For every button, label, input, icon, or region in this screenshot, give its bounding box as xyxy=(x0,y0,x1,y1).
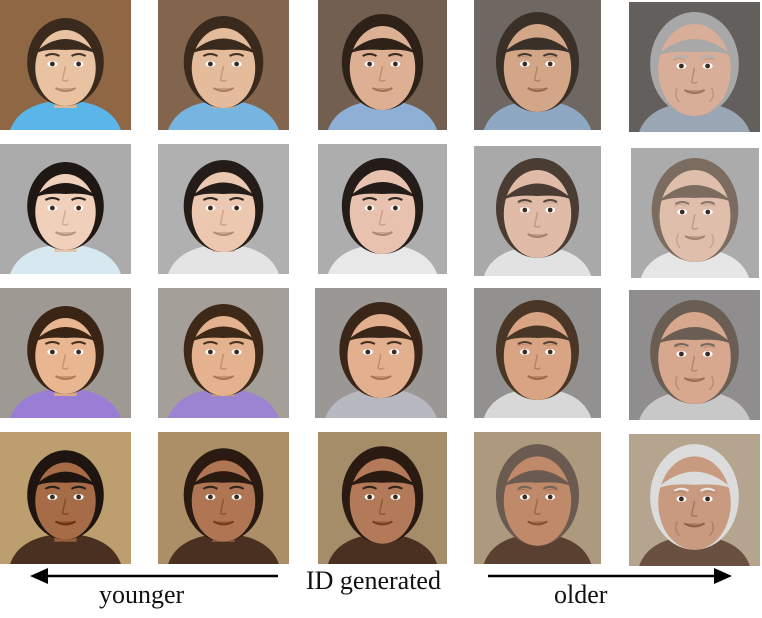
face-row3-elderly xyxy=(629,290,760,420)
younger-label: younger xyxy=(99,580,185,609)
face-row1-young-child xyxy=(0,0,131,130)
older-label: older xyxy=(554,580,608,609)
face-row2-id-generated xyxy=(318,144,447,274)
face-row2-older-child xyxy=(158,144,289,274)
arrow-right-icon xyxy=(488,568,732,584)
id-generated-label: ID generated xyxy=(306,566,441,595)
face-row2-middle-aged xyxy=(474,146,601,276)
face-grid xyxy=(0,0,760,566)
face-row4-id-generated xyxy=(318,432,447,564)
face-row1-id-generated xyxy=(318,0,447,130)
face-row3-middle-aged xyxy=(474,288,601,418)
face-row1-elderly xyxy=(629,2,760,132)
face-row4-elderly xyxy=(629,434,760,566)
face-row3-young-child xyxy=(0,288,131,418)
face-row4-middle-aged xyxy=(474,432,601,564)
face-row1-middle-aged xyxy=(474,0,601,130)
face-row3-older-child xyxy=(158,288,289,418)
face-row2-elderly xyxy=(631,148,759,278)
arrow-left-icon xyxy=(30,568,278,584)
face-row4-young-child xyxy=(0,432,131,564)
face-row2-young-child xyxy=(0,144,131,274)
face-row4-older-child xyxy=(158,432,289,564)
face-row1-older-child xyxy=(158,0,289,130)
face-row3-id-generated xyxy=(315,288,447,418)
